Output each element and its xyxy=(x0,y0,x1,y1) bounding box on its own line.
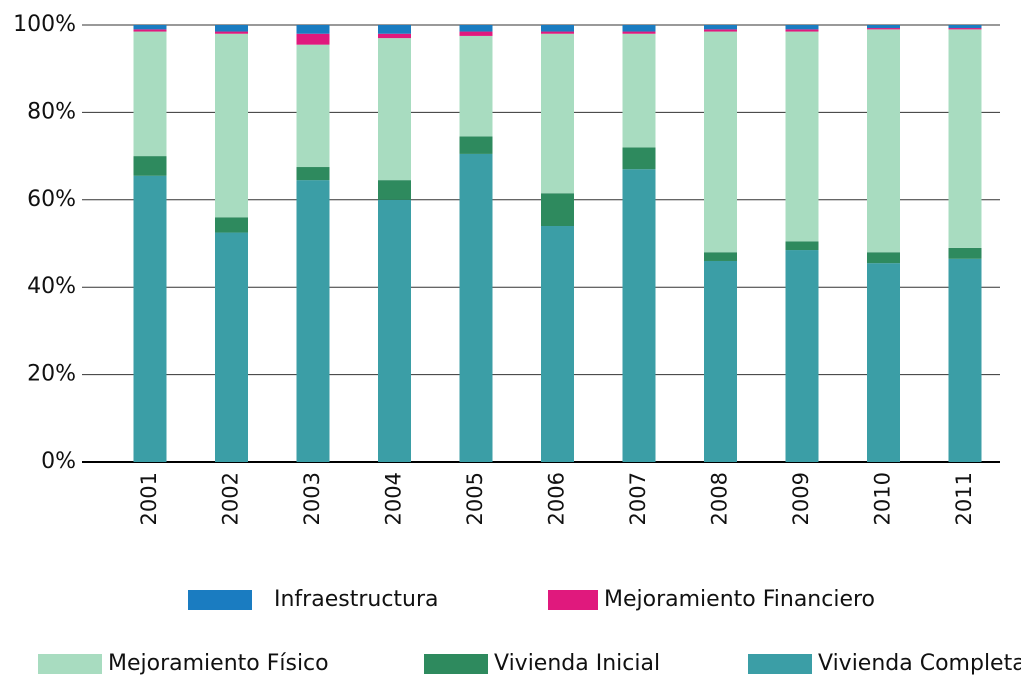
bar-segment xyxy=(215,232,248,462)
legend-label: Vivienda Inicial xyxy=(494,651,660,676)
legend-swatch xyxy=(188,590,252,610)
bar-segment xyxy=(541,25,574,32)
bar-segment xyxy=(541,31,574,34)
bar-segment xyxy=(296,180,330,462)
bar-segment xyxy=(622,147,656,170)
bar-segment xyxy=(296,44,330,168)
legend-label: Mejoramiento Físico xyxy=(108,651,329,676)
bar-segment xyxy=(459,31,493,36)
bar-segment xyxy=(133,156,167,176)
y-tick-label: 60% xyxy=(27,187,76,212)
legend-swatch xyxy=(424,654,488,674)
bar-segment xyxy=(704,252,737,261)
bar-segment xyxy=(785,25,819,30)
bar-segment xyxy=(378,180,411,200)
legend-swatch xyxy=(748,654,812,674)
x-tick-label: 2011 xyxy=(952,472,976,525)
bar-segment xyxy=(704,260,737,462)
x-tick-label: 2001 xyxy=(137,472,161,525)
bar-segment xyxy=(785,29,819,32)
bar-segment xyxy=(867,25,900,29)
y-tick-label: 20% xyxy=(27,362,76,387)
x-tick-label: 2005 xyxy=(463,472,487,525)
bar-segment xyxy=(378,199,411,463)
y-tick-label: 80% xyxy=(27,99,76,124)
bar-segment xyxy=(459,153,493,463)
bar-segment xyxy=(296,33,330,45)
x-tick-label: 2004 xyxy=(382,472,406,525)
bar-segment xyxy=(948,28,982,30)
bar-segment xyxy=(378,25,411,34)
x-tick-label: 2003 xyxy=(300,472,324,525)
x-tick-label: 2007 xyxy=(626,472,650,525)
legend-swatch xyxy=(548,590,598,610)
bar-segment xyxy=(867,28,900,30)
bar-segment xyxy=(622,169,656,462)
x-tick-label: 2010 xyxy=(871,472,895,525)
x-tick-label: 2009 xyxy=(789,472,813,525)
bar-segment xyxy=(948,25,982,29)
bar-segment xyxy=(133,25,167,30)
bar-segment xyxy=(948,247,982,259)
bar-segment xyxy=(622,25,656,32)
legend-label: Infraestructura xyxy=(274,587,439,612)
bar-segment xyxy=(867,263,900,462)
bar-segment xyxy=(378,33,411,39)
bar-segment xyxy=(541,226,574,462)
bar-segment xyxy=(133,31,167,157)
x-tick-label: 2002 xyxy=(219,472,243,525)
bar-segment xyxy=(948,258,982,462)
bar-segment xyxy=(459,25,493,32)
bar-segment xyxy=(541,33,574,194)
bar-segment xyxy=(622,31,656,34)
bar-segment xyxy=(296,25,330,34)
legend-label: Vivienda Completa xyxy=(818,651,1021,676)
bar-segment xyxy=(867,29,900,253)
bar-segment xyxy=(215,33,248,218)
bar-segment xyxy=(459,136,493,154)
bar-segment xyxy=(785,250,819,462)
bar-segment xyxy=(541,193,574,227)
bar-segment xyxy=(867,252,900,264)
legend-label: Mejoramiento Financiero xyxy=(604,587,875,612)
bar-segment xyxy=(296,167,330,181)
y-tick-label: 0% xyxy=(41,449,76,474)
bar-segment xyxy=(704,31,737,253)
bar-segment xyxy=(459,35,493,137)
bar-segment xyxy=(133,175,167,462)
bar-segment xyxy=(785,241,819,251)
bar-segment xyxy=(704,25,737,30)
bar-segment xyxy=(622,33,656,148)
legend-swatch xyxy=(38,654,102,674)
bar-segment xyxy=(704,29,737,32)
bar-segment xyxy=(785,31,819,242)
x-tick-label: 2008 xyxy=(708,472,732,525)
y-tick-label: 100% xyxy=(13,12,76,37)
bar-segment xyxy=(215,217,248,233)
bar-segment xyxy=(133,29,167,32)
x-tick-label: 2006 xyxy=(545,472,569,525)
y-tick-label: 40% xyxy=(27,274,76,299)
bar-segment xyxy=(215,31,248,34)
bar-segment xyxy=(948,29,982,248)
bar-segment xyxy=(378,38,411,181)
bar-segment xyxy=(215,25,248,32)
